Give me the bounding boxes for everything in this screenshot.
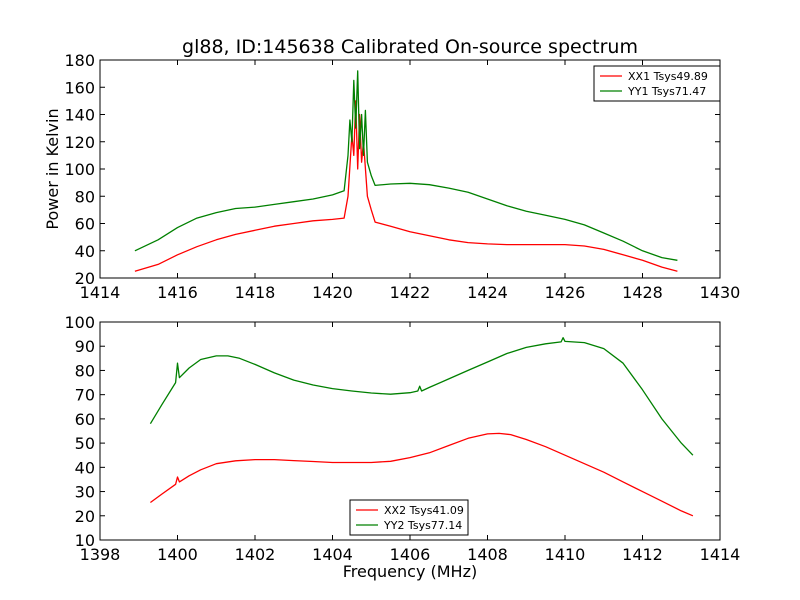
y-tick-label: 80 [75, 187, 95, 206]
x-tick-label: 1422 [390, 283, 431, 302]
y-tick-label: 160 [64, 78, 95, 97]
y-tick-label: 30 [75, 483, 95, 502]
y-tick-label: 80 [75, 361, 95, 380]
x-tick-label: 1402 [235, 545, 276, 564]
y-tick-label: 70 [75, 386, 95, 405]
legend-box [349, 499, 469, 536]
x-tick-label: 1412 [622, 545, 663, 564]
x-tick-label: 1410 [545, 545, 586, 564]
top-spectrum-chart: 1414 1416 1418 1420 1422 1424 1426 1428 1430 20 40… [43, 36, 740, 302]
y-tick-label: 40 [75, 458, 95, 477]
x-tick-label: 1426 [545, 283, 586, 302]
chart-title: gl88, ID:145638 Calibrated On-source spe… [182, 36, 638, 58]
legend-box [593, 65, 721, 102]
legend: XX2 Tsys41.09 YY2 Tsys77.14 [349, 499, 469, 536]
x-tick-label: 1424 [467, 283, 508, 302]
series-line-2 [149, 337, 694, 456]
y-tick-label: 60 [75, 410, 95, 429]
y-tick-label: 140 [64, 106, 95, 125]
x-tick-label: 1400 [157, 545, 198, 564]
legend-entry-label: YY1 Tsys71.47 [627, 85, 706, 98]
y-tick-label: 20 [75, 269, 95, 288]
series-line-1 [134, 100, 678, 272]
y-axis-label: Power in Kelvin [43, 108, 62, 229]
x-tick-label: 1420 [312, 283, 353, 302]
y-tick-label: 50 [75, 434, 95, 453]
series-line-2 [134, 70, 678, 261]
y-tick-label: 180 [64, 51, 95, 70]
x-tick-label: 1404 [312, 545, 353, 564]
bottom-spectrum-chart: 1398 1400 1402 1404 1406 1408 1410 1412 1414 10 20… [64, 313, 740, 581]
y-tick-label: 20 [75, 507, 95, 526]
x-tick-label: 1414 [700, 545, 741, 564]
x-tick-label: 1414 [80, 283, 121, 302]
legend-entry-label: XX1 Tsys49.89 [628, 70, 708, 83]
y-tick-label: 40 [75, 242, 95, 261]
y-tick-label: 10 [75, 531, 95, 550]
x-tick-label: 1406 [390, 545, 431, 564]
y-tick-label: 60 [75, 215, 95, 234]
x-tick-label: 1418 [235, 283, 276, 302]
x-axis-label: Frequency (MHz) [343, 562, 477, 581]
legend: XX1 Tsys49.89 YY1 Tsys71.47 [593, 65, 721, 102]
y-tick-label: 90 [75, 337, 95, 356]
series-line-1 [150, 432, 694, 517]
y-tick-label: 100 [64, 160, 95, 179]
x-tick-label: 1428 [622, 283, 663, 302]
y-tick-label: 120 [64, 133, 95, 152]
y-tick-label: 100 [64, 313, 95, 332]
x-tick-label: 1408 [467, 545, 508, 564]
legend-entry-label: YY2 Tsys77.14 [383, 519, 462, 532]
x-tick-label: 1430 [700, 283, 741, 302]
x-tick-label: 1398 [80, 545, 121, 564]
legend-entry-label: XX2 Tsys41.09 [384, 504, 464, 517]
x-tick-label: 1416 [157, 283, 198, 302]
